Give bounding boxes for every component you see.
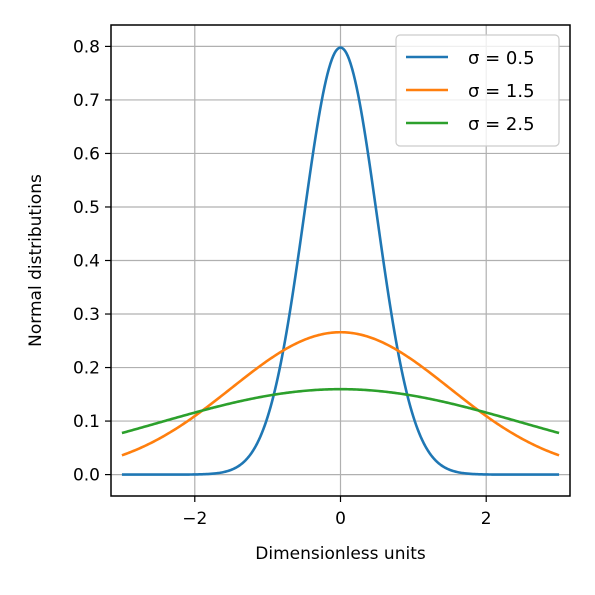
x-axis-title: Dimensionless units <box>255 544 426 564</box>
y-tick-label-7: 0.7 <box>73 91 100 111</box>
axis-ticks: −2 0 2 0.0 0.1 0.2 0.3 0.4 0.5 0.6 0.7 0.8 <box>73 37 492 529</box>
legend-label-1: σ = 1.5 <box>468 81 535 102</box>
x-tick-label-2: 2 <box>481 509 492 529</box>
y-tick-label-6: 0.6 <box>73 144 100 164</box>
legend: σ = 0.5 σ = 1.5 σ = 2.5 <box>395 34 560 147</box>
legend-label-0: σ = 0.5 <box>468 48 535 69</box>
legend-label-2: σ = 2.5 <box>468 114 535 135</box>
y-tick-label-5: 0.5 <box>73 198 100 218</box>
series-line-2 <box>121 387 560 435</box>
x-tick-label-1: 0 <box>335 509 346 529</box>
series-lines <box>121 46 560 476</box>
y-tick-label-1: 0.1 <box>73 412 100 432</box>
y-tick-label-3: 0.3 <box>73 305 100 325</box>
series-line-0 <box>121 46 560 476</box>
x-tick-label-0: −2 <box>182 509 207 529</box>
y-axis-title: Normal distributions <box>26 174 46 347</box>
y-tick-label-2: 0.2 <box>73 359 100 379</box>
y-tick-label-4: 0.4 <box>73 252 100 272</box>
series-line-1 <box>121 330 560 457</box>
y-tick-label-8: 0.8 <box>73 37 100 57</box>
y-tick-label-0: 0.0 <box>73 466 100 486</box>
legend-box <box>395 34 560 147</box>
